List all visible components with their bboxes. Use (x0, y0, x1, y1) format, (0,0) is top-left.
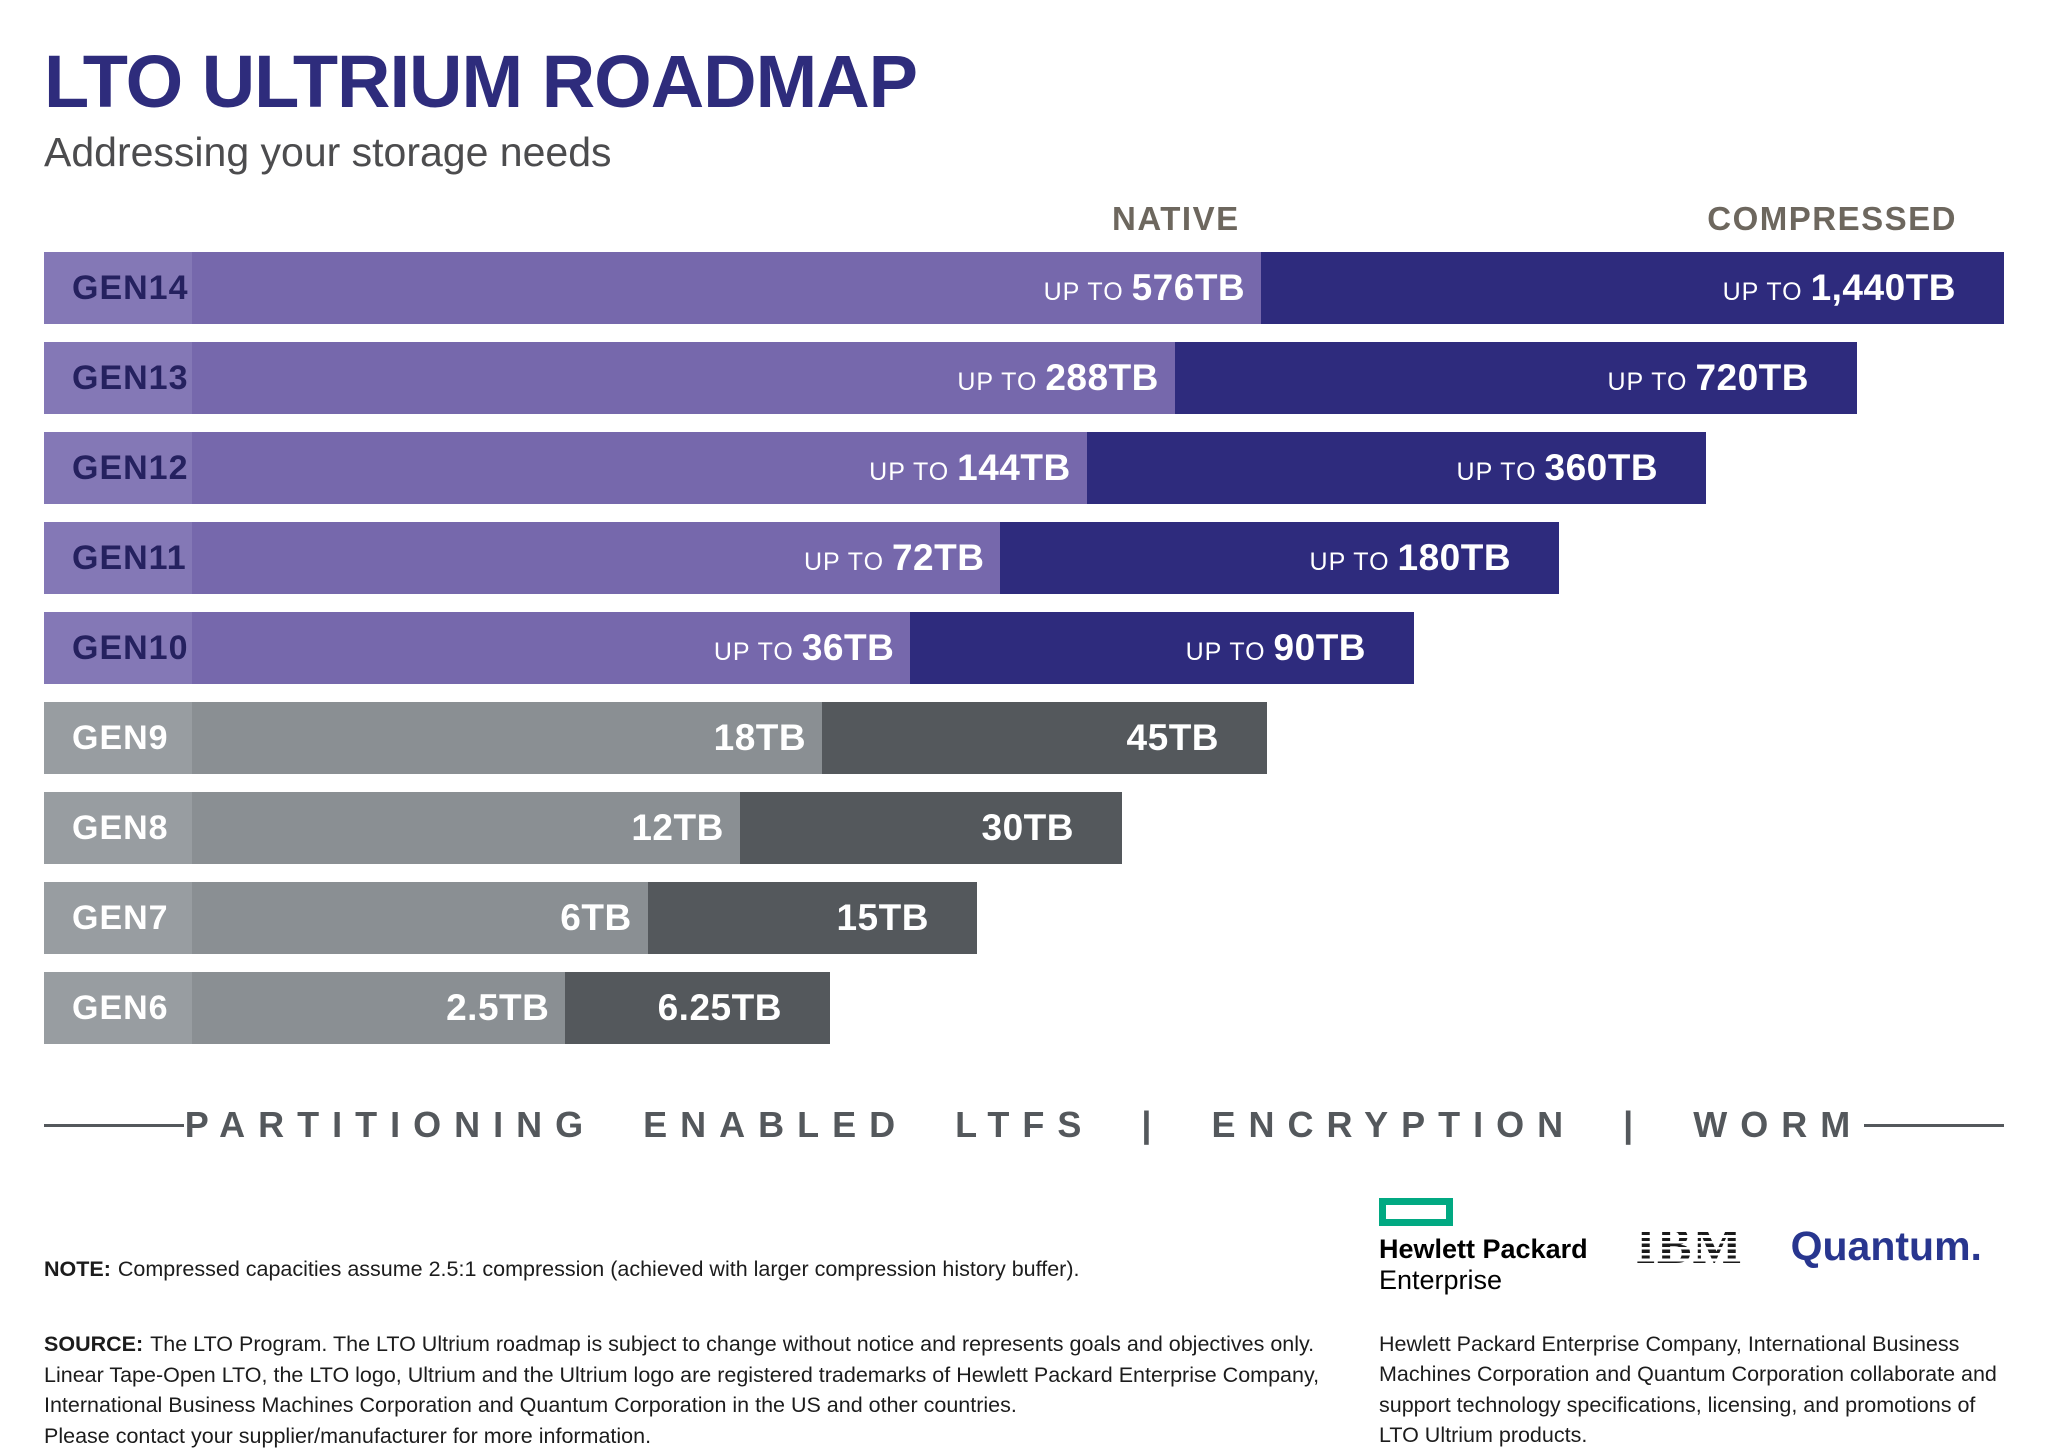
note-text: Compressed capacities assume 2.5:1 compr… (117, 1257, 1080, 1282)
native-value: 12TB (631, 807, 724, 849)
hpe-logo-mark (1379, 1198, 1453, 1227)
generation-label-box: GEN7 (44, 882, 192, 955)
native-bar: UP TO 144TB (44, 432, 1087, 505)
ibm-logo-text: IBM (1635, 1217, 1743, 1275)
compressed-column-header: COMPRESSED (1707, 200, 1957, 238)
page-title: LTO ULTRIUM ROADMAP (44, 40, 918, 123)
native-value: UP TO 288TB (957, 357, 1159, 399)
native-bar: UP TO 72TB (44, 522, 1001, 595)
note-paragraph: NOTE: Compressed capacities assume 2.5:1 … (44, 1254, 1374, 1285)
collaboration-text: Hewlett Packard Enterprise Company, Inte… (1379, 1331, 1997, 1448)
generation-label: GEN14 (72, 268, 189, 307)
column-headers: NATIVE COMPRESSED (44, 196, 2004, 238)
generation-label: GEN6 (72, 988, 169, 1027)
generation-label-box: GEN14 (44, 252, 192, 325)
generation-row: UP TO 1,440TB UP TO 576TB GEN14 (44, 252, 2004, 325)
compressed-value: UP TO 1,440TB (1722, 267, 1956, 309)
generation-row: UP TO 360TB UP TO 144TB GEN12 (44, 432, 2004, 505)
generation-row: 15TB 6TB GEN7 (44, 882, 2004, 955)
native-bar: UP TO 288TB (44, 342, 1175, 415)
right-rule (1864, 1123, 2004, 1127)
generation-label-box: GEN13 (44, 342, 192, 415)
compressed-value: 6.25TB (657, 987, 782, 1029)
compressed-value: 30TB (981, 807, 1074, 849)
native-value: UP TO 576TB (1043, 267, 1246, 309)
features-text: PARTITIONING ENABLED LTFS | ENCRYPTION |… (184, 1104, 1864, 1146)
native-bar: UP TO 576TB (44, 252, 1262, 325)
compressed-value: UP TO 180TB (1309, 537, 1512, 579)
footer: NOTE: Compressed capacities assume 2.5:1 … (44, 1198, 2004, 1448)
note-label: NOTE: (44, 1257, 111, 1282)
hpe-logo-text-line1: Hewlett Packard (1379, 1234, 1588, 1265)
hpe-logo-text-line2: Enterprise (1379, 1264, 1503, 1295)
generation-row: 6.25TB 2.5TB GEN6 (44, 972, 2004, 1045)
generation-label-box: GEN10 (44, 612, 192, 685)
capacity-bar-chart: UP TO 1,440TB UP TO 576TB GEN14 UP TO 72… (44, 252, 2004, 1045)
generation-label-box: GEN11 (44, 522, 192, 595)
generation-label-box: GEN12 (44, 432, 192, 505)
source-label: SOURCE: (44, 1331, 144, 1356)
native-column-header: NATIVE (1112, 200, 1240, 238)
ibm-logo: IBM (1633, 1217, 1745, 1275)
quantum-logo: Quantum. (1790, 1223, 1982, 1270)
compressed-value: UP TO 360TB (1456, 447, 1659, 489)
native-value: 6TB (560, 897, 632, 939)
compressed-value: UP TO 90TB (1185, 627, 1367, 669)
generation-label: GEN9 (72, 718, 169, 757)
generation-label: GEN13 (72, 358, 189, 397)
generation-row: 45TB 18TB GEN9 (44, 702, 2004, 775)
native-value: UP TO 72TB (804, 537, 985, 579)
generation-row: UP TO 90TB UP TO 36TB GEN10 (44, 612, 2004, 685)
native-value: UP TO 36TB (713, 627, 895, 669)
generation-row: UP TO 720TB UP TO 288TB GEN13 (44, 342, 2004, 415)
page-subtitle: Addressing your storage needs (44, 129, 612, 176)
native-value: UP TO 144TB (869, 447, 1071, 489)
generation-row: 30TB 12TB GEN8 (44, 792, 2004, 865)
left-rule (44, 1123, 184, 1127)
compressed-value: 45TB (1126, 717, 1220, 759)
generation-label: GEN12 (72, 448, 189, 487)
compressed-value: UP TO 720TB (1607, 357, 1809, 399)
features-strip: PARTITIONING ENABLED LTFS | ENCRYPTION |… (44, 1104, 2004, 1146)
native-value: 2.5TB (446, 987, 550, 1029)
generation-label: GEN8 (72, 808, 169, 847)
footer-right-column: Hewlett Packard Enterprise IBM Quantum. … (1379, 1198, 2004, 1448)
hpe-logo: Hewlett Packard Enterprise (1379, 1198, 1588, 1295)
generation-label: GEN10 (72, 628, 189, 667)
generation-label-box: GEN6 (44, 972, 192, 1045)
generation-label-box: GEN9 (44, 702, 192, 775)
generation-label: GEN7 (72, 898, 169, 937)
partner-logos: Hewlett Packard Enterprise IBM Quantum. (1379, 1198, 2004, 1295)
source-paragraph: SOURCE: The LTO Program. The LTO Ultrium … (44, 1329, 1374, 1448)
source-text: The LTO Program. The LTO Ultrium roadmap… (44, 1331, 1320, 1448)
native-value: 18TB (713, 717, 807, 759)
footer-left-column: NOTE: Compressed capacities assume 2.5:1 … (44, 1198, 1374, 1448)
generation-label: GEN11 (72, 538, 187, 577)
generation-label-box: GEN8 (44, 792, 192, 865)
compressed-value: 15TB (836, 897, 929, 939)
generation-row: UP TO 180TB UP TO 72TB GEN11 (44, 522, 2004, 595)
